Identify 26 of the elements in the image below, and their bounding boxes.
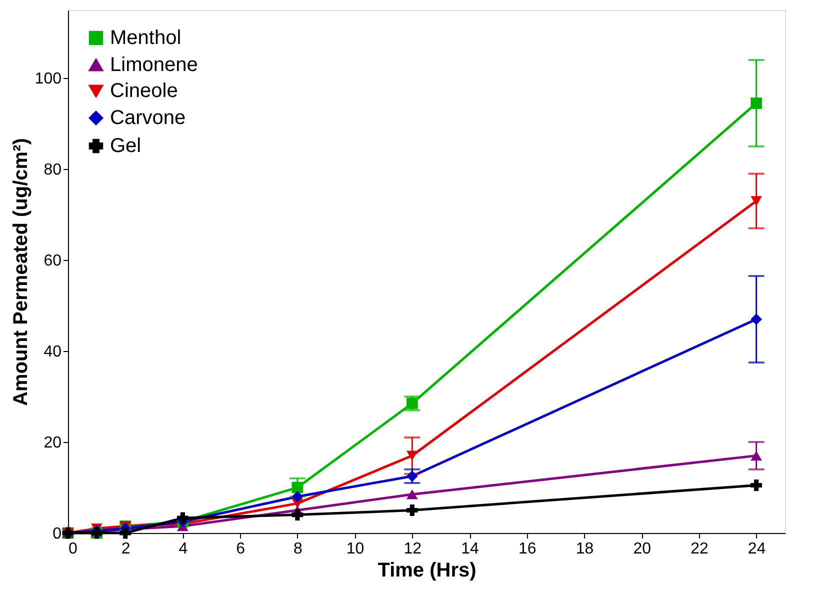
y-tick-label: 60: [44, 252, 62, 270]
y-tick-label: 100: [34, 70, 62, 88]
x-tick-label: 14: [461, 540, 480, 558]
x-tick-label: 20: [633, 540, 652, 558]
legend-label: Carvone: [110, 107, 186, 129]
y-axis-title: Amount Permeated (ug/cm²): [10, 138, 32, 406]
x-tick-label: 2: [121, 540, 130, 558]
x-tick-label: 4: [178, 540, 188, 558]
x-tick-label: 8: [293, 540, 302, 558]
x-tick-label: 18: [576, 540, 594, 558]
y-tick-label: 80: [44, 162, 62, 179]
x-tick-label: 16: [518, 540, 536, 558]
x-tick-label: 12: [404, 540, 422, 558]
x-tick-label: 22: [690, 540, 708, 558]
x-tick-label: 6: [236, 540, 246, 558]
y-tick-label: 0: [52, 526, 62, 542]
x-tick-label: 0: [68, 540, 78, 558]
legend-label: Gel: [110, 135, 142, 157]
legend-label: Limonene: [110, 54, 198, 76]
legend-label: Cineole: [110, 80, 178, 102]
y-tick-label: 20: [44, 434, 62, 452]
legend-label: Menthol: [110, 27, 182, 49]
x-axis-title: Time (Hrs): [378, 560, 476, 582]
x-tick-label: 24: [748, 540, 766, 558]
y-tick-label: 40: [44, 344, 62, 361]
x-tick-label: 10: [346, 540, 364, 558]
